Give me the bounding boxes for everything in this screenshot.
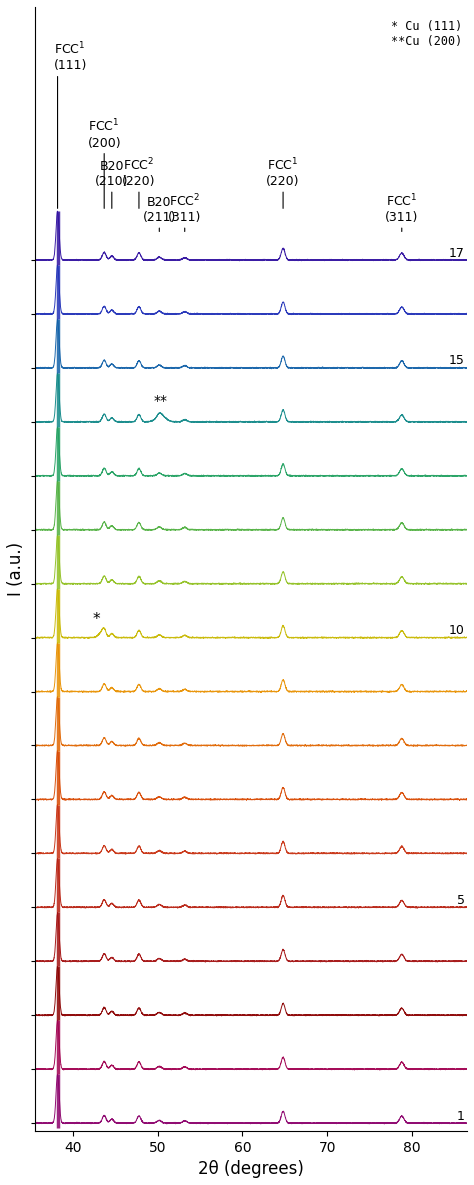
Text: *: * bbox=[93, 611, 100, 627]
Y-axis label: I (a.u.): I (a.u.) bbox=[7, 542, 25, 596]
Text: FCC$^1$
(111): FCC$^1$ (111) bbox=[54, 40, 88, 72]
Text: B20
(210): B20 (210) bbox=[95, 160, 128, 188]
Text: 5: 5 bbox=[456, 893, 465, 907]
Text: FCC$^1$
(220): FCC$^1$ (220) bbox=[266, 156, 300, 188]
Text: FCC$^2$
(311): FCC$^2$ (311) bbox=[168, 192, 201, 224]
Text: **: ** bbox=[154, 393, 168, 408]
X-axis label: 2θ (degrees): 2θ (degrees) bbox=[198, 1160, 304, 1178]
Text: FCC$^2$
(220): FCC$^2$ (220) bbox=[122, 156, 155, 188]
Text: FCC$^1$
(311): FCC$^1$ (311) bbox=[385, 192, 419, 224]
Text: B20
(211): B20 (211) bbox=[143, 196, 176, 224]
Text: * Cu (111)
**Cu (200): * Cu (111) **Cu (200) bbox=[392, 20, 463, 49]
Text: 1: 1 bbox=[456, 1109, 465, 1122]
Text: 17: 17 bbox=[448, 246, 465, 260]
Text: 10: 10 bbox=[448, 624, 465, 638]
Text: 15: 15 bbox=[448, 354, 465, 367]
Text: FCC$^1$
(200): FCC$^1$ (200) bbox=[87, 118, 121, 149]
